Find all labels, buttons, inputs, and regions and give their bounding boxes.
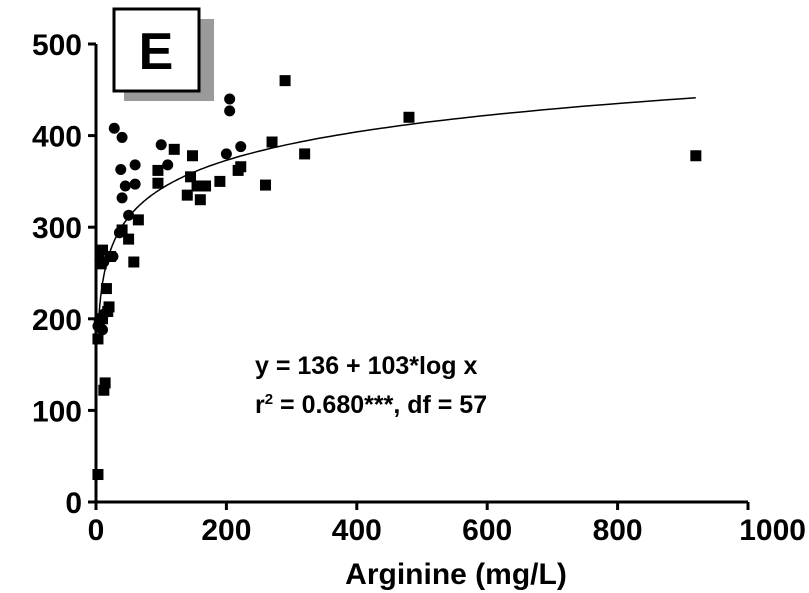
- data-point-square: [97, 313, 109, 325]
- data-point-circle: [235, 141, 247, 153]
- data-point-square: [260, 179, 272, 191]
- data-point-square: [186, 150, 198, 162]
- data-point-circle: [224, 93, 236, 105]
- y-axis-ticks: 0 100 200 300 400 500: [32, 29, 96, 520]
- data-point-square: [214, 175, 226, 187]
- data-point-square: [99, 377, 111, 389]
- data-point-circle: [129, 159, 141, 171]
- x-axis-ticks: 0 200 400 600 800 1000: [88, 502, 806, 547]
- fit-curve: [97, 97, 696, 333]
- data-point-square: [181, 189, 193, 201]
- data-point-square: [690, 150, 702, 162]
- data-point-square: [152, 177, 164, 189]
- panel-label-frame: [112, 7, 201, 93]
- panel-label-box: E: [112, 7, 214, 101]
- data-point-square: [92, 469, 104, 481]
- x-tick-label: 400: [332, 514, 382, 547]
- data-point-square: [103, 301, 115, 313]
- data-point-square: [92, 333, 104, 345]
- data-point-circle: [116, 131, 128, 143]
- data-point-circle: [108, 122, 120, 134]
- y-tick-label: 500: [32, 29, 82, 62]
- data-point-square: [279, 75, 291, 87]
- data-point-square: [299, 148, 311, 160]
- data-point-square: [104, 251, 116, 263]
- data-point-square: [191, 180, 203, 192]
- data-point-circle: [129, 178, 141, 190]
- x-tick-label: 200: [201, 514, 251, 547]
- x-tick-label: 0: [88, 514, 105, 547]
- x-tick-label: 600: [462, 514, 512, 547]
- data-point-circle: [220, 148, 232, 160]
- x-tick-label: 1000: [739, 514, 806, 547]
- x-axis-title: Arginine (mg/L): [345, 558, 567, 591]
- y-tick-label: 300: [32, 212, 82, 245]
- panel-label: E: [139, 23, 174, 81]
- data-point-circle: [155, 139, 167, 151]
- data-point-square: [123, 233, 135, 245]
- data-point-square: [128, 256, 140, 268]
- data-points: [92, 75, 702, 481]
- r-symbol: r: [255, 391, 265, 419]
- y-tick-label: 200: [32, 304, 82, 337]
- data-point-square: [185, 171, 197, 183]
- data-point-square: [116, 224, 128, 236]
- data-point-square: [98, 384, 110, 396]
- y-tick-label: 0: [65, 487, 82, 520]
- data-point-circle: [115, 163, 127, 175]
- stats-text: = 0.680***, df = 57: [273, 391, 487, 419]
- x-tick-label: 800: [593, 514, 643, 547]
- data-point-square: [100, 283, 112, 295]
- data-point-square: [168, 143, 180, 155]
- data-point-circle: [224, 105, 236, 117]
- data-point-circle: [119, 180, 131, 192]
- y-tick-label: 400: [32, 121, 82, 154]
- data-point-circle: [162, 159, 174, 171]
- data-point-circle: [116, 192, 128, 204]
- data-point-square: [266, 136, 278, 148]
- fit-equation: y = 136 + 103*log x: [255, 352, 477, 380]
- fit-statistics: r2 = 0.680***, df = 57: [255, 391, 487, 419]
- data-point-square: [194, 194, 206, 206]
- data-point-square: [97, 244, 109, 256]
- r-squared-exponent: 2: [265, 391, 273, 408]
- data-point-circle: [123, 209, 135, 221]
- data-point-square: [152, 164, 164, 176]
- data-point-square: [95, 258, 107, 270]
- data-point-square: [235, 161, 247, 173]
- data-point-square: [403, 111, 415, 123]
- data-point-square: [132, 214, 144, 226]
- data-point-square: [200, 180, 212, 192]
- y-tick-label: 100: [32, 395, 82, 428]
